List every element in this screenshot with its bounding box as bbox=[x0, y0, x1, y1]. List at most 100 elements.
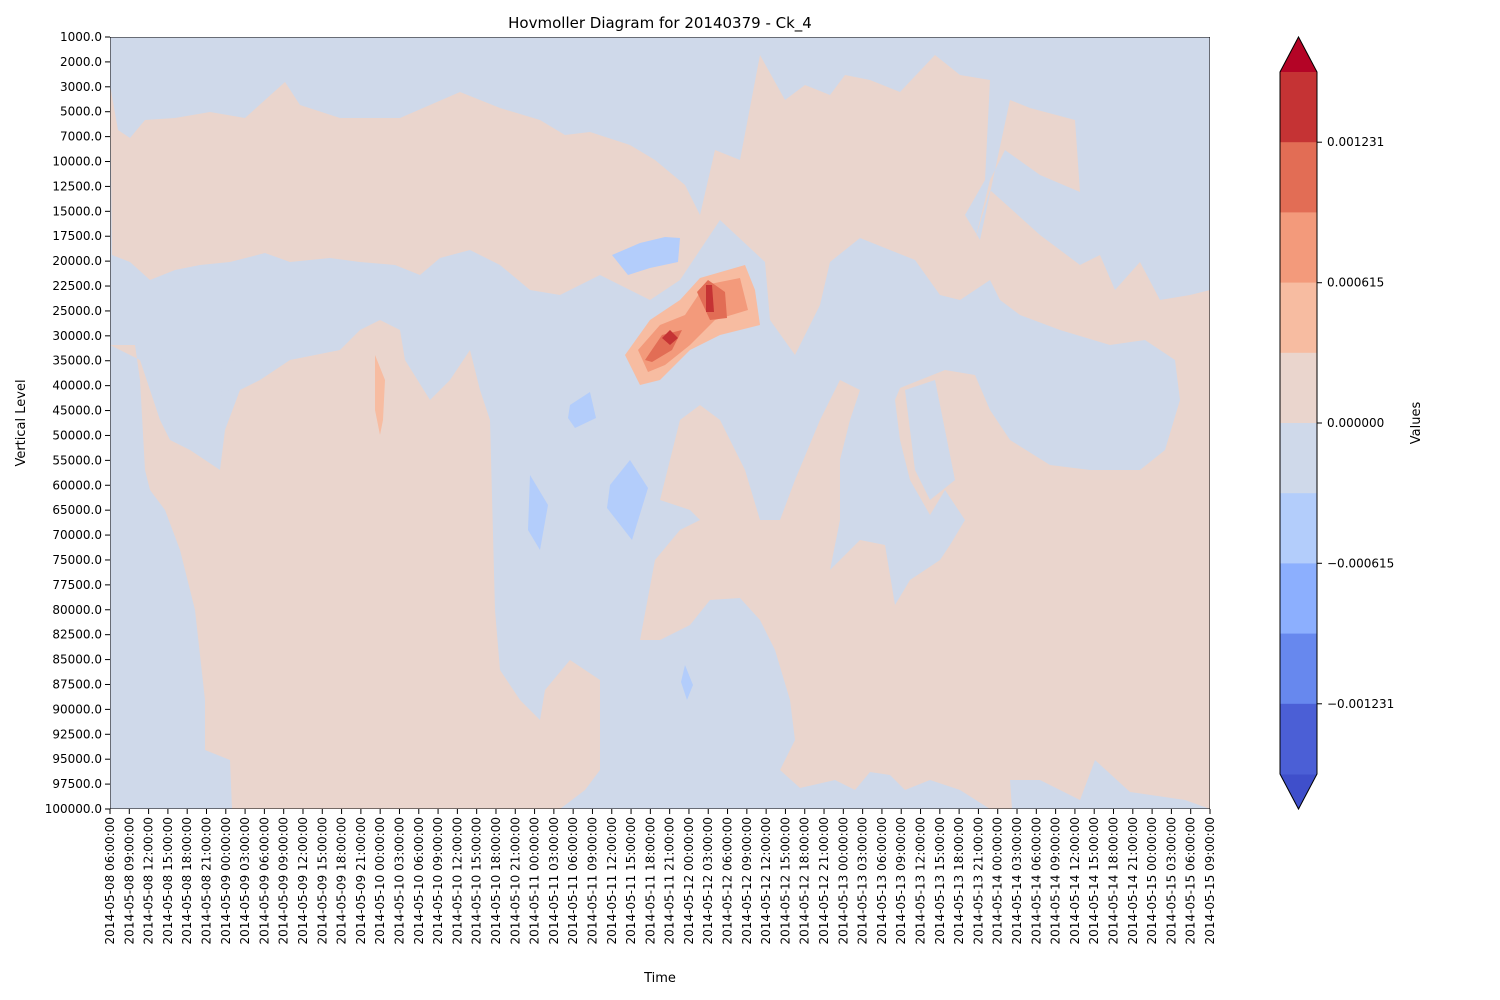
x-tick-label: 2014-05-08 15:00:00 bbox=[161, 817, 175, 944]
x-tick-label: 2014-05-15 09:00:00 bbox=[1203, 817, 1217, 944]
y-tick-label: 77500.0 bbox=[52, 578, 102, 592]
colorbar-bin bbox=[1280, 72, 1317, 143]
x-tick-label: 2014-05-10 06:00:00 bbox=[412, 817, 426, 944]
x-tick-label: 2014-05-11 00:00:00 bbox=[528, 817, 542, 944]
x-tick-label: 2014-05-10 15:00:00 bbox=[470, 817, 484, 944]
y-tick-label: 3000.0 bbox=[60, 80, 102, 94]
colorbar-bin bbox=[1280, 703, 1317, 775]
x-tick-label: 2014-05-12 03:00:00 bbox=[701, 817, 715, 944]
y-tick-label: 97500.0 bbox=[52, 777, 102, 791]
x-tick-label: 2014-05-09 21:00:00 bbox=[354, 817, 368, 944]
negative-island-3 bbox=[905, 380, 955, 500]
colorbar-label: Values bbox=[1409, 402, 1424, 445]
negative-moderate-pocket-3 bbox=[528, 475, 548, 550]
x-tick-label: 2014-05-13 21:00:00 bbox=[971, 817, 985, 944]
x-tick-label: 2014-05-09 06:00:00 bbox=[257, 817, 271, 944]
plot-area bbox=[110, 37, 1210, 809]
colorbar-tick-label: 0.001231 bbox=[1327, 135, 1384, 149]
y-tick-label: 17500.0 bbox=[52, 229, 102, 243]
x-tick-label: 2014-05-14 00:00:00 bbox=[991, 817, 1005, 944]
colorbar-tick-label: 0.000000 bbox=[1327, 416, 1384, 430]
colorbar-extend-max bbox=[1280, 37, 1317, 72]
y-tick-label: 10000.0 bbox=[52, 155, 102, 169]
positive-moderate-region-1 bbox=[375, 355, 385, 435]
colorbar-extend-min bbox=[1280, 774, 1317, 809]
x-tick-label: 2014-05-13 09:00:00 bbox=[894, 817, 908, 944]
x-tick-label: 2014-05-08 09:00:00 bbox=[122, 817, 136, 944]
colorbar: 0.001231 0.000615 0.000000 −0.000615 −0.0012… bbox=[1279, 35, 1394, 811]
y-tick-label: 15000.0 bbox=[52, 204, 102, 218]
x-tick-label: 2014-05-14 09:00:00 bbox=[1049, 817, 1063, 944]
y-tick-label: 60000.0 bbox=[52, 478, 102, 492]
x-tick-label: 2014-05-14 03:00:00 bbox=[1010, 817, 1024, 944]
colorbar-bin bbox=[1280, 423, 1317, 494]
x-tick-label: 2014-05-14 15:00:00 bbox=[1087, 817, 1101, 944]
negative-moderate-pocket-1 bbox=[612, 237, 680, 275]
y-tick-label: 7000.0 bbox=[60, 130, 102, 144]
negative-moderate-pocket-5 bbox=[681, 665, 693, 700]
x-tick-label: 2014-05-09 15:00:00 bbox=[315, 817, 329, 944]
x-tick-label: 2014-05-13 00:00:00 bbox=[836, 817, 850, 944]
colorbar-tick-label: 0.000615 bbox=[1327, 276, 1384, 290]
colorbar-tick-label: −0.000615 bbox=[1327, 556, 1394, 570]
colorbar-tick-label: −0.001231 bbox=[1327, 697, 1394, 711]
y-tick-label: 2000.0 bbox=[60, 55, 102, 69]
x-tick-label: 2014-05-12 15:00:00 bbox=[778, 817, 792, 944]
x-tick-label: 2014-05-15 06:00:00 bbox=[1184, 817, 1198, 944]
x-tick-label: 2014-05-12 09:00:00 bbox=[740, 817, 754, 944]
positive-region-main bbox=[110, 55, 1210, 809]
y-tick-label: 95000.0 bbox=[52, 752, 102, 766]
x-tick-label: 2014-05-10 12:00:00 bbox=[450, 817, 464, 944]
x-tick-label: 2014-05-12 12:00:00 bbox=[759, 817, 773, 944]
negative-island-2 bbox=[205, 360, 235, 450]
x-tick-label: 2014-05-09 18:00:00 bbox=[335, 817, 349, 944]
y-tick-label: 35000.0 bbox=[52, 354, 102, 368]
x-tick-label: 2014-05-13 18:00:00 bbox=[952, 817, 966, 944]
x-tick-label: 2014-05-13 15:00:00 bbox=[933, 817, 947, 944]
x-tick-label: 2014-05-13 06:00:00 bbox=[875, 817, 889, 944]
y-tick-label: 87500.0 bbox=[52, 677, 102, 691]
x-tick-label: 2014-05-08 18:00:00 bbox=[180, 817, 194, 944]
y-tick-label: 45000.0 bbox=[52, 404, 102, 418]
negative-moderate-pocket-4 bbox=[607, 460, 648, 540]
positive-peak-region-1 bbox=[662, 330, 678, 345]
x-tick-label: 2014-05-14 21:00:00 bbox=[1126, 817, 1140, 944]
y-tick-label: 5000.0 bbox=[60, 105, 102, 119]
y-tick-label: 12500.0 bbox=[52, 179, 102, 193]
x-axis: 2014-05-08 06:00:00 2014-05-08 09:00:00 20… bbox=[103, 809, 1217, 944]
x-tick-label: 2014-05-09 12:00:00 bbox=[296, 817, 310, 944]
y-tick-label: 40000.0 bbox=[52, 379, 102, 393]
y-tick-label: 22500.0 bbox=[52, 279, 102, 293]
x-tick-label: 2014-05-14 12:00:00 bbox=[1068, 817, 1082, 944]
x-tick-label: 2014-05-12 21:00:00 bbox=[817, 817, 831, 944]
x-tick-label: 2014-05-08 06:00:00 bbox=[103, 817, 117, 944]
x-tick-label: 2014-05-15 03:00:00 bbox=[1164, 817, 1178, 944]
y-tick-label: 50000.0 bbox=[52, 428, 102, 442]
y-axis-label: Vertical Level bbox=[14, 379, 29, 466]
x-tick-label: 2014-05-09 09:00:00 bbox=[277, 817, 291, 944]
y-tick-label: 25000.0 bbox=[52, 304, 102, 318]
x-tick-label: 2014-05-10 00:00:00 bbox=[373, 817, 387, 944]
y-tick-label: 1000.0 bbox=[60, 30, 102, 44]
y-tick-label: 30000.0 bbox=[52, 329, 102, 343]
negative-moderate-pocket-2 bbox=[568, 392, 596, 428]
positive-region-lower-left bbox=[110, 320, 600, 809]
x-tick-label: 2014-05-10 21:00:00 bbox=[508, 817, 522, 944]
y-axis: 1000.0 2000.0 3000.0 5000.0 7000.0 10000.0 125… bbox=[45, 30, 110, 816]
y-tick-label: 75000.0 bbox=[52, 553, 102, 567]
x-tick-label: 2014-05-09 03:00:00 bbox=[238, 817, 252, 944]
y-tick-label: 82500.0 bbox=[52, 628, 102, 642]
colorbar-bin bbox=[1280, 493, 1317, 564]
x-tick-label: 2014-05-11 18:00:00 bbox=[643, 817, 657, 944]
y-tick-label: 65000.0 bbox=[52, 503, 102, 517]
y-tick-label: 80000.0 bbox=[52, 603, 102, 617]
x-axis-label: Time bbox=[643, 971, 676, 986]
y-tick-label: 92500.0 bbox=[52, 727, 102, 741]
x-tick-label: 2014-05-13 12:00:00 bbox=[914, 817, 928, 944]
x-tick-label: 2014-05-12 06:00:00 bbox=[721, 817, 735, 944]
positive-peak-region-2 bbox=[706, 285, 714, 312]
y-tick-label: 90000.0 bbox=[52, 702, 102, 716]
y-tick-label: 85000.0 bbox=[52, 653, 102, 667]
colorbar-bin bbox=[1280, 563, 1317, 635]
x-tick-label: 2014-05-09 00:00:00 bbox=[219, 817, 233, 944]
